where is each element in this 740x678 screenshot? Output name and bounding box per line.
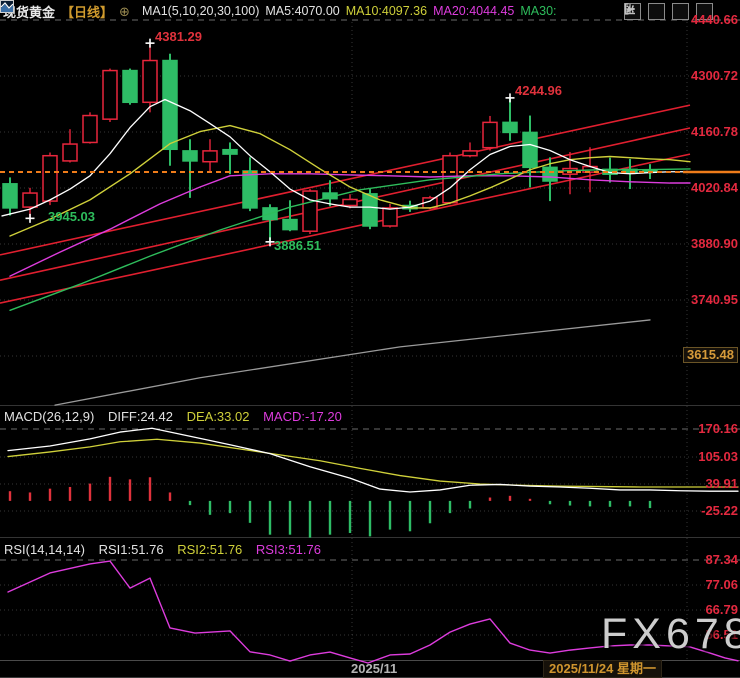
ma20-value: MA20:4044.45	[433, 4, 515, 18]
macd-diff-line	[7, 427, 739, 493]
candle-body	[2, 183, 18, 209]
symbol-title: 现货黄金	[3, 4, 56, 20]
y-axis-label-macd: 170.16	[698, 421, 738, 436]
candle-body	[62, 143, 78, 162]
rsi-panel-title: RSI(14,14,14) RSI1:51.76 RSI2:51.76 RSI3…	[4, 542, 331, 557]
y-axis-label-rsi: 87.34	[705, 552, 738, 567]
trend-line	[0, 104, 691, 256]
y-axis-label-main: 4020.84	[691, 180, 738, 195]
candle-body	[42, 154, 58, 202]
ma100-line	[54, 319, 651, 406]
macd-diff-value: DIFF:24.42	[107, 409, 173, 424]
ma30-value: MA30:	[520, 4, 557, 18]
macd-panel-title: MACD(26,12,9) DIFF:24.42 DEA:33.02 MACD:…	[4, 409, 352, 424]
candle-body	[522, 131, 538, 169]
candle-body	[502, 121, 518, 134]
candle-body	[382, 207, 398, 227]
y-axis-label-macd: 39.91	[705, 476, 738, 491]
y-axis-label-rsi: 66.79	[705, 602, 738, 617]
y-axis-label-macd: -25.22	[701, 503, 738, 518]
ma5-value: MA5:4070.00	[265, 4, 340, 18]
period-label: 【日线】	[61, 4, 114, 20]
candle-body	[342, 198, 358, 207]
candle-body	[162, 59, 178, 151]
chart-toolbar	[624, 3, 713, 20]
rsi-line	[7, 560, 739, 664]
y-axis-label-rsi: 56.51	[705, 627, 738, 642]
candle-body	[282, 218, 298, 231]
ma5-line	[1, 98, 691, 217]
y-axis-label-main: 4160.78	[691, 124, 738, 139]
candle-body	[142, 59, 158, 104]
axis-scale-icon[interactable]	[624, 3, 665, 20]
axis-forward-icon[interactable]	[624, 3, 689, 20]
macd-dea-line	[7, 438, 739, 488]
swing-low-label: 3945.03	[48, 209, 95, 224]
candle-body	[122, 69, 138, 104]
rsi3-value: RSI3:51.76	[255, 542, 321, 557]
candle-body	[462, 150, 478, 157]
y-axis-label-macd: 105.03	[698, 449, 738, 464]
trend-line	[0, 153, 691, 304]
ma20-line	[9, 173, 691, 277]
candle-body	[222, 148, 238, 155]
header: 现货黄金 【日线】 ⊕ MA1(5,10,20,30,100) MA5:4070…	[0, 0, 740, 22]
y-axis-label-rsi: 77.06	[705, 577, 738, 592]
ma10-line	[9, 124, 691, 237]
exit-right-icon[interactable]	[624, 3, 713, 20]
y-axis-label-main: 4440.66	[691, 12, 738, 27]
rsi1-value: RSI1:51.76	[98, 542, 164, 557]
macd-params-label: MACD(26,12,9)	[4, 409, 95, 424]
candle-body	[482, 121, 498, 149]
macd-macd-value: MACD:-17.20	[263, 409, 342, 424]
candle-body	[182, 150, 198, 162]
add-indicator-icon[interactable]: ⊕	[119, 3, 130, 19]
y-axis-label-main: 3740.95	[691, 292, 738, 307]
x-axis-month-label: 2025/11	[351, 661, 398, 676]
candle-body	[202, 150, 218, 163]
y-axis-label-main: 3880.90	[691, 236, 738, 251]
ma30-line	[9, 168, 691, 312]
candle-body	[22, 192, 38, 208]
ma10-value: MA10:4097.36	[345, 4, 428, 18]
rsi-params-label: RSI(14,14,14)	[4, 542, 85, 557]
swing-low-label: 3886.51	[274, 238, 321, 253]
fx678-watermark: FX678	[601, 610, 740, 658]
candle-body	[542, 166, 558, 182]
swing-high-label: 4244.96	[515, 83, 562, 98]
rsi2-value: RSI2:51.76	[177, 542, 243, 557]
candle-body	[362, 193, 378, 227]
candle-body	[82, 114, 98, 144]
candle-body	[102, 69, 118, 120]
swing-high-label: 4381.29	[155, 29, 202, 44]
macd-dea-value: DEA:33.02	[186, 409, 250, 424]
candle-body	[242, 170, 258, 209]
axis-low-price-box: 3615.48	[683, 347, 738, 363]
y-axis-label-main: 4300.72	[691, 68, 738, 83]
x-axis-selected-date-label: 2025/11/24 星期一	[543, 660, 662, 678]
ma-settings-label: MA1(5,10,20,30,100)	[141, 4, 260, 18]
